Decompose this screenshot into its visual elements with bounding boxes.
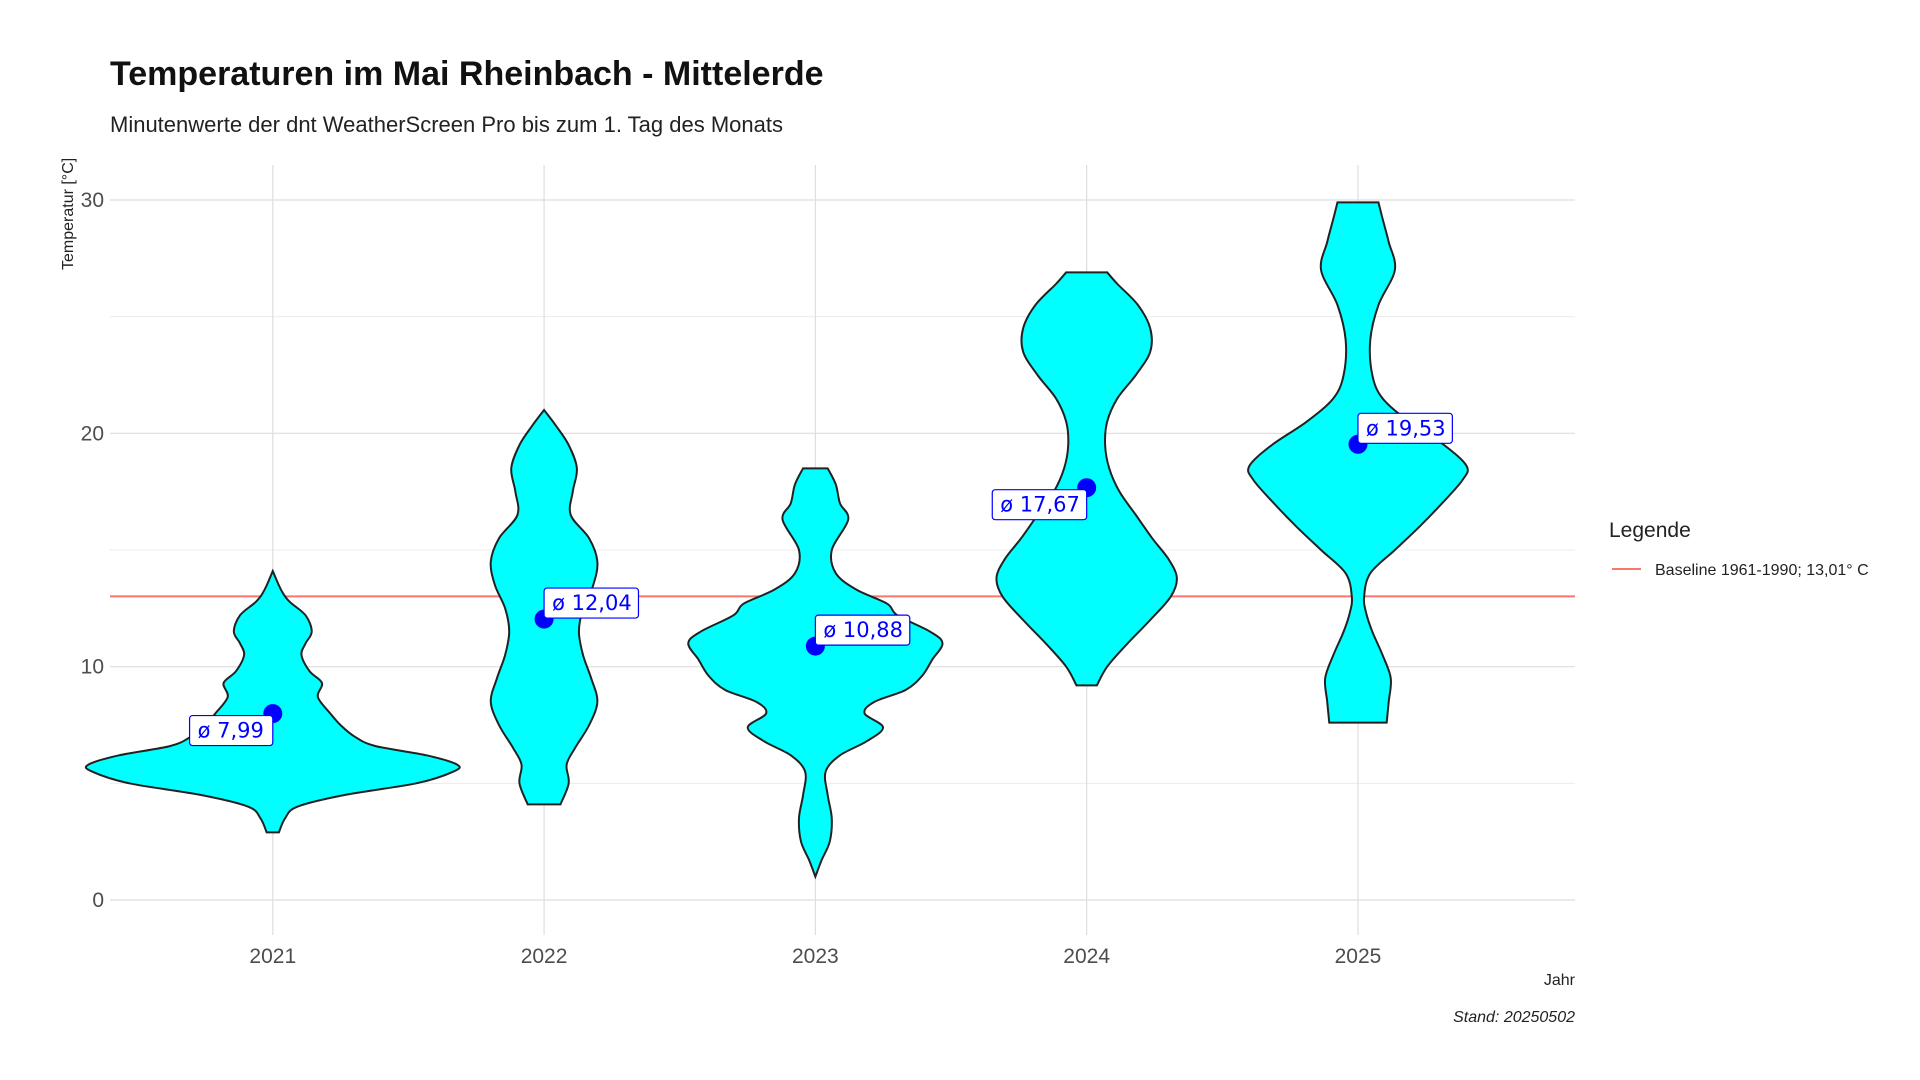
y-tick-label: 20 — [81, 422, 104, 445]
violin-2025 — [1247, 201, 1469, 724]
x-tick-label: 2023 — [792, 945, 839, 968]
mean-label-2022: ø 12,04 — [552, 591, 632, 615]
y-tick-label: 30 — [81, 189, 104, 212]
mean-label-box-2022 — [543, 587, 640, 619]
y-tick-label: 10 — [81, 656, 104, 679]
legend: Legende Baseline 1961-1990; 13,01° C — [1609, 519, 1869, 579]
mean-label-box-2024 — [991, 489, 1088, 521]
mean-label-box-2025 — [1357, 412, 1453, 444]
mean-label-box-2021 — [188, 714, 274, 747]
mean-label-2023: ø 10,88 — [823, 618, 903, 642]
x-axis-label: Jahr — [1544, 972, 1576, 989]
violin-2023 — [687, 467, 944, 880]
legend-title: Legende — [1609, 519, 1691, 542]
violin-2021 — [84, 568, 461, 834]
x-tick-label: 2021 — [249, 945, 296, 968]
x-tick-label: 2022 — [521, 945, 568, 968]
mean-layer: ø 7,99 ø 12,04 ø 10,88 ø 17,67 ø 19,53 — [188, 412, 1453, 747]
violin-layer — [84, 201, 1469, 880]
x-tick-label: 2024 — [1063, 945, 1110, 968]
chart-subtitle: Minutenwerte der dnt WeatherScreen Pro b… — [110, 112, 783, 137]
mean-label-2021: ø 7,99 — [198, 719, 264, 743]
axis-layer: 0 10 20 30 2021 2022 2023 2024 2025 — [81, 189, 1382, 968]
mean-label-2024: ø 17,67 — [1000, 493, 1080, 517]
y-axis-label: Temperatur [°C] — [60, 158, 77, 270]
x-tick-label: 2025 — [1335, 945, 1382, 968]
chart-caption: Stand: 20250502 — [1453, 1009, 1575, 1026]
chart-title: Temperaturen im Mai Rheinbach - Mitteler… — [110, 55, 824, 93]
mean-label-box-2023 — [814, 614, 911, 646]
legend-entry-baseline: Baseline 1961-1990; 13,01° C — [1655, 562, 1869, 579]
mean-label-2025: ø 19,53 — [1366, 416, 1446, 440]
y-tick-label: 0 — [92, 889, 104, 912]
